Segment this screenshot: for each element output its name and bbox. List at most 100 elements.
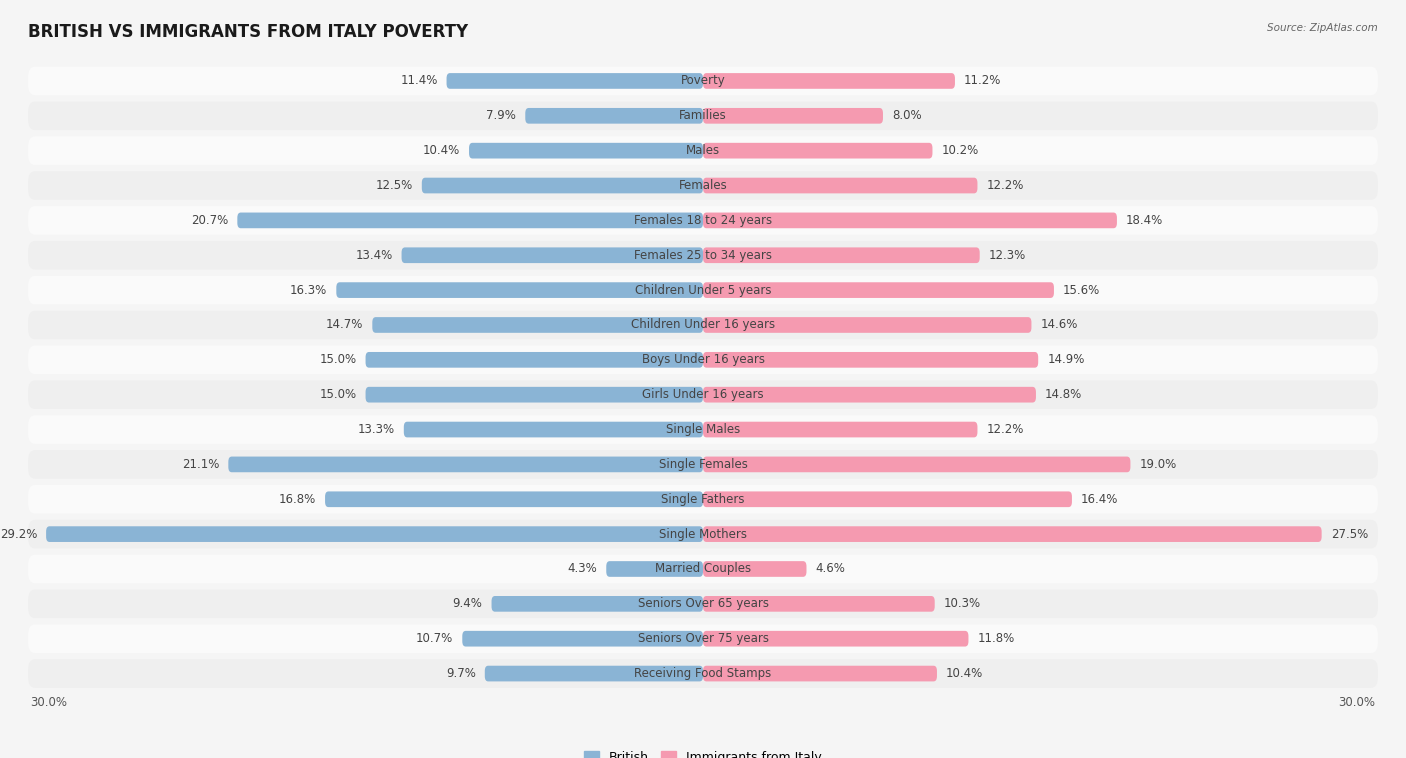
Text: Males: Males xyxy=(686,144,720,157)
Text: 12.2%: 12.2% xyxy=(987,423,1024,436)
FancyBboxPatch shape xyxy=(28,206,1378,235)
FancyBboxPatch shape xyxy=(28,625,1378,653)
Text: 9.4%: 9.4% xyxy=(453,597,482,610)
Text: 14.8%: 14.8% xyxy=(1045,388,1083,401)
Text: 12.3%: 12.3% xyxy=(988,249,1026,262)
Text: 4.3%: 4.3% xyxy=(568,562,598,575)
FancyBboxPatch shape xyxy=(28,485,1378,514)
Text: 11.8%: 11.8% xyxy=(977,632,1015,645)
FancyBboxPatch shape xyxy=(28,555,1378,583)
FancyBboxPatch shape xyxy=(485,666,703,681)
Text: 8.0%: 8.0% xyxy=(891,109,921,122)
FancyBboxPatch shape xyxy=(703,108,883,124)
FancyBboxPatch shape xyxy=(703,456,1130,472)
FancyBboxPatch shape xyxy=(703,282,1054,298)
FancyBboxPatch shape xyxy=(28,311,1378,340)
Text: 29.2%: 29.2% xyxy=(0,528,37,540)
Text: 10.7%: 10.7% xyxy=(416,632,453,645)
FancyBboxPatch shape xyxy=(492,596,703,612)
FancyBboxPatch shape xyxy=(606,561,703,577)
Text: Seniors Over 75 years: Seniors Over 75 years xyxy=(637,632,769,645)
FancyBboxPatch shape xyxy=(447,73,703,89)
Text: 14.6%: 14.6% xyxy=(1040,318,1078,331)
FancyBboxPatch shape xyxy=(703,387,1036,402)
Text: Females 25 to 34 years: Females 25 to 34 years xyxy=(634,249,772,262)
Text: Females 18 to 24 years: Females 18 to 24 years xyxy=(634,214,772,227)
Text: 10.4%: 10.4% xyxy=(946,667,983,680)
FancyBboxPatch shape xyxy=(28,659,1378,688)
FancyBboxPatch shape xyxy=(703,352,1038,368)
Text: 15.0%: 15.0% xyxy=(319,353,357,366)
Text: 13.3%: 13.3% xyxy=(357,423,395,436)
Text: Children Under 16 years: Children Under 16 years xyxy=(631,318,775,331)
FancyBboxPatch shape xyxy=(703,631,969,647)
Text: 18.4%: 18.4% xyxy=(1126,214,1163,227)
FancyBboxPatch shape xyxy=(28,415,1378,444)
FancyBboxPatch shape xyxy=(463,631,703,647)
FancyBboxPatch shape xyxy=(28,67,1378,96)
FancyBboxPatch shape xyxy=(703,73,955,89)
FancyBboxPatch shape xyxy=(28,590,1378,618)
Text: 30.0%: 30.0% xyxy=(31,696,67,709)
FancyBboxPatch shape xyxy=(46,526,703,542)
Text: 14.7%: 14.7% xyxy=(326,318,363,331)
Text: 10.2%: 10.2% xyxy=(942,144,979,157)
Text: Married Couples: Married Couples xyxy=(655,562,751,575)
Legend: British, Immigrants from Italy: British, Immigrants from Italy xyxy=(583,751,823,758)
Text: 15.0%: 15.0% xyxy=(319,388,357,401)
Text: 10.3%: 10.3% xyxy=(943,597,981,610)
FancyBboxPatch shape xyxy=(336,282,703,298)
Text: Females: Females xyxy=(679,179,727,192)
FancyBboxPatch shape xyxy=(703,596,935,612)
Text: Single Males: Single Males xyxy=(666,423,740,436)
Text: 19.0%: 19.0% xyxy=(1139,458,1177,471)
Text: Single Females: Single Females xyxy=(658,458,748,471)
FancyBboxPatch shape xyxy=(28,381,1378,409)
FancyBboxPatch shape xyxy=(238,212,703,228)
Text: 11.4%: 11.4% xyxy=(401,74,437,87)
Text: BRITISH VS IMMIGRANTS FROM ITALY POVERTY: BRITISH VS IMMIGRANTS FROM ITALY POVERTY xyxy=(28,23,468,41)
Text: 7.9%: 7.9% xyxy=(486,109,516,122)
Text: 21.1%: 21.1% xyxy=(181,458,219,471)
Text: 16.4%: 16.4% xyxy=(1081,493,1118,506)
Text: 14.9%: 14.9% xyxy=(1047,353,1084,366)
Text: 12.5%: 12.5% xyxy=(375,179,413,192)
FancyBboxPatch shape xyxy=(28,276,1378,305)
Text: 10.4%: 10.4% xyxy=(423,144,460,157)
Text: 27.5%: 27.5% xyxy=(1330,528,1368,540)
FancyBboxPatch shape xyxy=(28,450,1378,479)
Text: 16.3%: 16.3% xyxy=(290,283,328,296)
FancyBboxPatch shape xyxy=(28,102,1378,130)
Text: 9.7%: 9.7% xyxy=(446,667,475,680)
FancyBboxPatch shape xyxy=(366,352,703,368)
Text: 20.7%: 20.7% xyxy=(191,214,228,227)
Text: Girls Under 16 years: Girls Under 16 years xyxy=(643,388,763,401)
FancyBboxPatch shape xyxy=(28,346,1378,374)
FancyBboxPatch shape xyxy=(404,421,703,437)
Text: 11.2%: 11.2% xyxy=(965,74,1001,87)
Text: Families: Families xyxy=(679,109,727,122)
FancyBboxPatch shape xyxy=(28,171,1378,200)
Text: Receiving Food Stamps: Receiving Food Stamps xyxy=(634,667,772,680)
FancyBboxPatch shape xyxy=(703,421,977,437)
FancyBboxPatch shape xyxy=(703,247,980,263)
FancyBboxPatch shape xyxy=(703,317,1032,333)
Text: Single Mothers: Single Mothers xyxy=(659,528,747,540)
Text: Source: ZipAtlas.com: Source: ZipAtlas.com xyxy=(1267,23,1378,33)
FancyBboxPatch shape xyxy=(366,387,703,402)
FancyBboxPatch shape xyxy=(703,177,977,193)
FancyBboxPatch shape xyxy=(422,177,703,193)
FancyBboxPatch shape xyxy=(526,108,703,124)
FancyBboxPatch shape xyxy=(325,491,703,507)
Text: Single Fathers: Single Fathers xyxy=(661,493,745,506)
FancyBboxPatch shape xyxy=(703,212,1116,228)
FancyBboxPatch shape xyxy=(470,143,703,158)
FancyBboxPatch shape xyxy=(703,491,1071,507)
Text: 13.4%: 13.4% xyxy=(356,249,392,262)
Text: 16.8%: 16.8% xyxy=(278,493,316,506)
FancyBboxPatch shape xyxy=(28,520,1378,549)
FancyBboxPatch shape xyxy=(703,526,1322,542)
FancyBboxPatch shape xyxy=(373,317,703,333)
FancyBboxPatch shape xyxy=(703,143,932,158)
FancyBboxPatch shape xyxy=(228,456,703,472)
